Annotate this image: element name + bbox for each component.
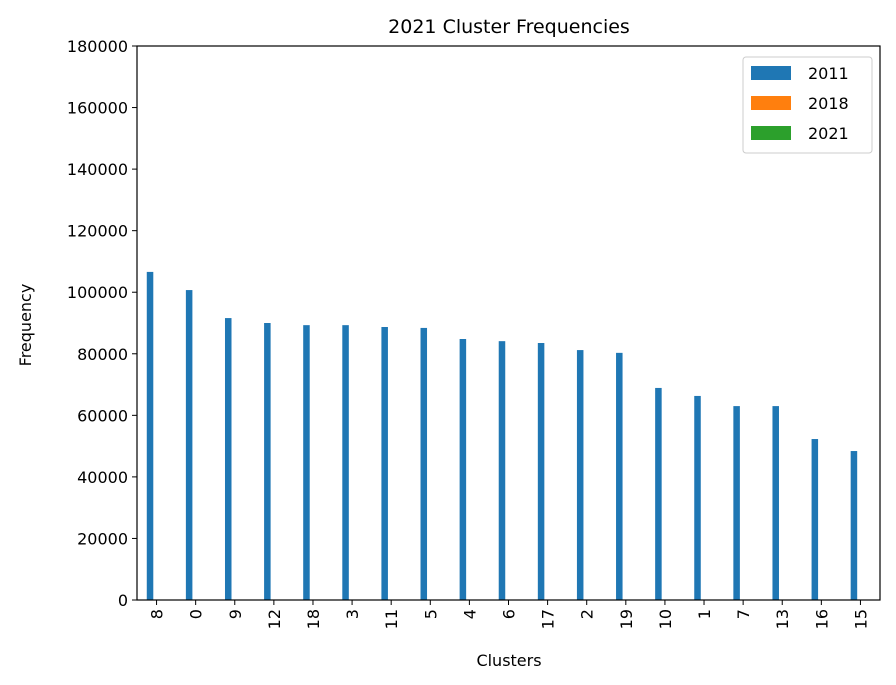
x-axis-label: Clusters <box>476 651 541 670</box>
x-tick-label: 2 <box>578 609 597 619</box>
bar <box>264 323 271 600</box>
y-tick-label: 80000 <box>77 345 128 364</box>
x-tick-label: 4 <box>460 609 479 619</box>
y-tick-label: 180000 <box>67 37 128 56</box>
x-tick-label: 10 <box>656 609 675 629</box>
legend-label: 2011 <box>808 64 849 83</box>
legend-swatch <box>751 126 791 140</box>
x-tick-label: 5 <box>421 609 440 619</box>
legend-swatch <box>751 96 791 110</box>
x-tick-label: 18 <box>304 609 323 629</box>
bar <box>811 439 819 600</box>
bar <box>342 325 349 600</box>
bar <box>576 350 584 600</box>
bar <box>537 343 545 600</box>
x-tick-label: 19 <box>617 609 636 629</box>
y-tick-label: 120000 <box>67 222 128 241</box>
bar <box>733 406 740 600</box>
bar <box>655 387 662 600</box>
x-tick-label: 8 <box>148 609 167 619</box>
plot-frame <box>136 45 881 601</box>
bar <box>303 325 310 600</box>
bar <box>224 318 232 600</box>
bar <box>459 339 467 600</box>
x-tick-label: 3 <box>343 609 362 619</box>
y-tick-label: 20000 <box>77 529 128 548</box>
chart-title: 2021 Cluster Frequencies <box>388 16 630 38</box>
y-tick-label: 160000 <box>67 99 128 118</box>
legend-swatch <box>751 66 791 80</box>
y-axis-label: Frequency <box>16 284 35 367</box>
x-tick-label: 0 <box>187 609 206 619</box>
y-tick-label: 100000 <box>67 283 128 302</box>
y-tick-label: 0 <box>118 591 128 610</box>
x-tick-label: 11 <box>382 609 401 629</box>
x-tick-label: 6 <box>500 609 519 619</box>
bar <box>772 406 779 600</box>
bar <box>420 327 428 600</box>
x-tick-label: 13 <box>773 609 792 629</box>
y-tick-label: 140000 <box>67 160 128 179</box>
legend-label: 2018 <box>808 94 849 113</box>
x-tick-label: 1 <box>695 609 714 619</box>
x-tick-label: 12 <box>265 609 284 629</box>
legend-label: 2021 <box>808 124 849 143</box>
bar <box>498 341 506 600</box>
bar <box>694 395 701 600</box>
bar <box>381 327 388 600</box>
x-tick-label: 17 <box>539 609 558 629</box>
y-tick-label: 60000 <box>77 406 128 425</box>
x-tick-label: 7 <box>734 609 753 619</box>
bar <box>616 352 623 600</box>
y-tick-label: 40000 <box>77 468 128 487</box>
bar <box>185 290 193 600</box>
bar <box>146 271 154 600</box>
bar <box>850 451 858 600</box>
x-tick-label: 9 <box>226 609 245 619</box>
x-tick-label: 16 <box>812 609 831 629</box>
x-tick-label: 15 <box>851 609 870 629</box>
